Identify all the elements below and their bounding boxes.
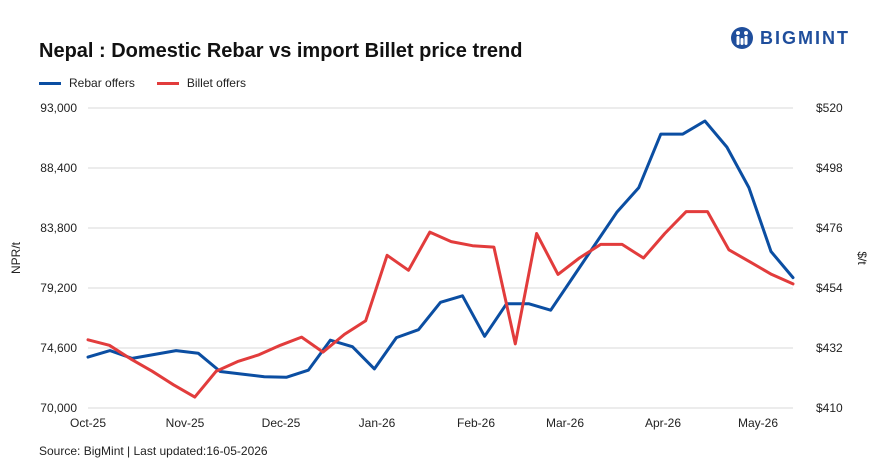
x-tick-label: Apr-26 bbox=[645, 416, 681, 430]
y-right-tick-label: $454 bbox=[816, 281, 843, 295]
x-tick-label: Feb-26 bbox=[457, 416, 495, 430]
y-right-tick-label: $410 bbox=[816, 401, 843, 415]
y-right-axis-title: $/t bbox=[855, 251, 869, 265]
x-tick-label: Mar-26 bbox=[546, 416, 584, 430]
legend-label-rebar: Rebar offers bbox=[69, 76, 135, 90]
legend-swatch-billet bbox=[156, 81, 179, 85]
rebar-offers-line bbox=[86, 119, 795, 379]
y-left-tick-label: 93,000 bbox=[40, 101, 77, 115]
legend-item-billet: Billet offers bbox=[156, 76, 246, 90]
y-left-tick-label: 70,000 bbox=[40, 401, 77, 415]
source-note: Source: BigMint | Last updated:16-05-202… bbox=[39, 444, 268, 458]
y-right-tick-label: $432 bbox=[816, 341, 843, 355]
x-tick-label: Jan-26 bbox=[359, 416, 396, 430]
y-right-tick-label: $520 bbox=[816, 101, 843, 115]
brand-logo: BIGMINT bbox=[730, 26, 850, 50]
x-tick-label: Nov-25 bbox=[166, 416, 205, 430]
legend-label-billet: Billet offers bbox=[186, 76, 246, 90]
legend-item-rebar: Rebar offers bbox=[39, 76, 135, 90]
logo-text: BIGMINT bbox=[760, 27, 850, 48]
x-tick-label: Oct-25 bbox=[70, 416, 106, 430]
y-left-tick-label: 74,600 bbox=[40, 341, 77, 355]
y-right-tick-label: $498 bbox=[816, 161, 843, 175]
chart-title: Nepal : Domestic Rebar vs import Billet … bbox=[39, 40, 523, 62]
bigmint-logo-icon bbox=[731, 27, 753, 49]
chart-legend: Rebar offers Billet offers bbox=[39, 76, 246, 90]
y-right-tick-label: $476 bbox=[816, 221, 843, 235]
y-left-axis-title: NPR/t bbox=[9, 241, 23, 274]
y-left-tick-label: 83,800 bbox=[40, 221, 77, 235]
x-tick-label: May-26 bbox=[738, 416, 778, 430]
x-tick-label: Dec-25 bbox=[262, 416, 301, 430]
billet-offers-line bbox=[86, 210, 795, 399]
y-left-tick-label: 88,400 bbox=[40, 161, 77, 175]
legend-swatch-rebar bbox=[39, 81, 61, 85]
y-left-tick-label: 79,200 bbox=[40, 281, 77, 295]
